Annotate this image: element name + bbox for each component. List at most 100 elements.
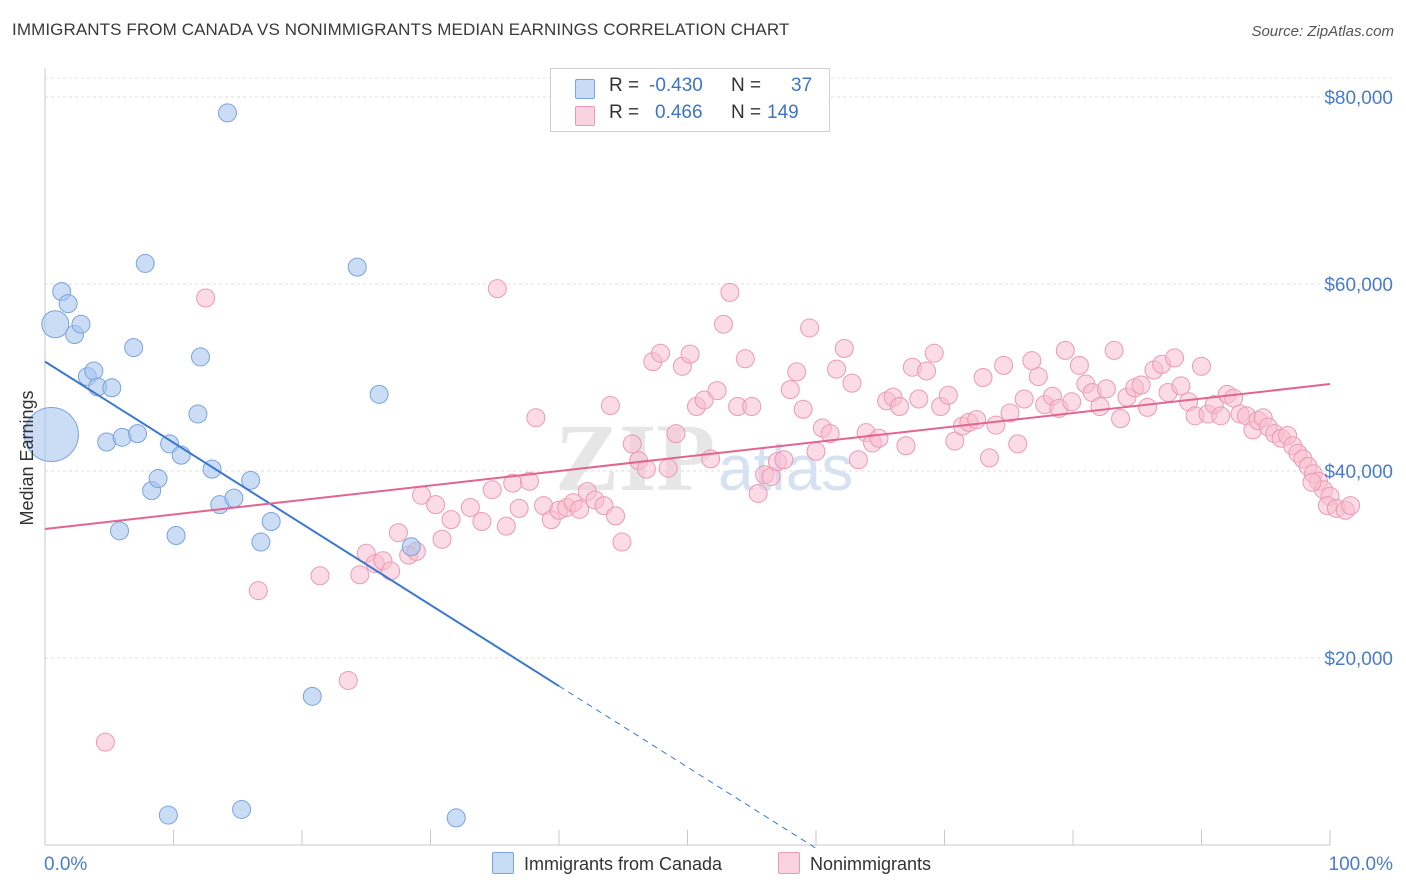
y-tick-label: $40,000 bbox=[1324, 462, 1393, 483]
bottom-legend-nonimmigrants: Nonimmigrants bbox=[778, 852, 931, 875]
immigrants-point bbox=[158, 805, 178, 825]
immigrants-point bbox=[251, 532, 271, 552]
y-tick-label: $20,000 bbox=[1324, 649, 1393, 670]
nonimmigrants-point bbox=[666, 424, 686, 444]
immigrants-point bbox=[124, 338, 144, 358]
y-axis-label: Median Earnings bbox=[17, 390, 37, 525]
nonimmigrants-point bbox=[735, 349, 755, 369]
nonimmigrants-point bbox=[432, 529, 452, 549]
tick-labels: $20,000 $40,000 $60,000 $80,000 0.0% 100.0% bbox=[44, 88, 1393, 875]
nonimmigrants-point bbox=[909, 389, 929, 409]
nonimmigrants-point bbox=[1165, 348, 1185, 368]
immigrants-trendline-extension bbox=[558, 685, 817, 849]
trendlines bbox=[44, 360, 1331, 849]
nonimmigrants-point bbox=[1224, 388, 1244, 408]
nonimmigrants-point bbox=[472, 511, 492, 531]
nonimmigrants-point bbox=[1171, 376, 1191, 396]
nonimmigrants-point bbox=[842, 373, 862, 393]
nonimmigrants-point bbox=[1302, 472, 1322, 492]
bottom-legend-swatch-pink bbox=[778, 852, 800, 874]
nonimmigrants-point bbox=[1014, 389, 1034, 409]
nonimmigrants-point bbox=[774, 450, 794, 470]
nonimmigrants-point bbox=[1131, 375, 1151, 395]
nonimmigrants-point bbox=[1028, 367, 1048, 387]
immigrants-point bbox=[190, 347, 210, 367]
immigrants-point bbox=[135, 253, 155, 273]
nonimmigrants-point bbox=[924, 343, 944, 363]
immigrants-point bbox=[110, 521, 130, 541]
nonimmigrants-point bbox=[1341, 496, 1361, 516]
immigrants-point bbox=[166, 526, 186, 546]
nonimmigrants-point bbox=[780, 380, 800, 400]
immigrants-point bbox=[369, 384, 389, 404]
immigrants-trendline bbox=[44, 360, 560, 687]
stats-legend: R = -0.430 N = 37 R = 0.466 N = 149 bbox=[550, 68, 830, 132]
immigrants-point bbox=[446, 808, 466, 828]
nonimmigrants-point bbox=[1008, 434, 1028, 454]
legend-r-value: 0.466 bbox=[655, 102, 703, 123]
nonimmigrants-point bbox=[636, 459, 656, 479]
legend-n-label: N = bbox=[731, 102, 762, 123]
immigrants-point bbox=[232, 799, 252, 819]
nonimmigrants-point bbox=[622, 434, 642, 454]
nonimmigrants-point bbox=[1104, 340, 1124, 360]
nonimmigrants-point bbox=[720, 282, 740, 302]
nonimmigrants-point bbox=[570, 499, 590, 519]
bottom-legend-label: Nonimmigrants bbox=[810, 854, 932, 874]
immigrants-point bbox=[128, 424, 148, 444]
legend-n-value: 149 bbox=[767, 102, 799, 123]
nonimmigrants-point bbox=[1069, 355, 1089, 375]
legend-r-label: R = bbox=[609, 75, 640, 96]
nonimmigrants-point bbox=[196, 288, 216, 308]
nonimmigrants-point bbox=[1111, 409, 1131, 429]
nonimmigrants-point bbox=[658, 458, 678, 478]
nonimmigrants-point bbox=[1138, 397, 1158, 417]
chart-title: IMMIGRANTS FROM CANADA VS NONIMMIGRANTS … bbox=[12, 20, 790, 39]
nonimmigrants-point bbox=[606, 506, 626, 526]
nonimmigrants-point bbox=[896, 436, 916, 456]
nonimmigrants-point bbox=[834, 339, 854, 359]
nonimmigrants-trendline bbox=[44, 383, 1331, 530]
nonimmigrants-point bbox=[869, 428, 889, 448]
nonimmigrants-point bbox=[713, 314, 733, 334]
x-tick-label: 100.0% bbox=[1329, 854, 1394, 875]
immigrants-point bbox=[347, 257, 367, 277]
nonimmigrants-point bbox=[1192, 356, 1211, 376]
nonimmigrants-point bbox=[487, 279, 507, 299]
immigrants-point bbox=[188, 404, 208, 424]
nonimmigrants-point bbox=[967, 410, 987, 430]
nonimmigrants-point bbox=[806, 441, 826, 461]
nonimmigrants-point bbox=[945, 431, 965, 451]
nonimmigrants-point bbox=[95, 732, 115, 752]
legend-n-value: 37 bbox=[791, 75, 813, 96]
nonimmigrants-point bbox=[707, 381, 727, 401]
nonimmigrants-point bbox=[426, 495, 446, 515]
legend-n-label: N = bbox=[731, 75, 762, 96]
immigrants-from-canada-points bbox=[23, 103, 466, 828]
nonimmigrants-point bbox=[827, 359, 847, 379]
nonimmigrants-point bbox=[1055, 340, 1075, 360]
nonimmigrants-point bbox=[350, 565, 370, 585]
immigrants-point bbox=[261, 511, 281, 531]
immigrants-point bbox=[302, 686, 322, 706]
nonimmigrants-point bbox=[1000, 403, 1020, 423]
nonimmigrants-point bbox=[680, 344, 700, 364]
nonimmigrants-point bbox=[917, 361, 937, 381]
immigrants-point bbox=[71, 314, 91, 334]
nonimmigrants-point bbox=[338, 670, 358, 690]
nonimmigrants-point bbox=[509, 498, 529, 518]
nonimmigrants-point bbox=[651, 343, 671, 363]
nonimmigrants-point bbox=[994, 355, 1014, 375]
nonimmigrants-point bbox=[496, 516, 516, 536]
bottom-legend-swatch-blue bbox=[492, 852, 514, 874]
nonimmigrants-point bbox=[787, 362, 807, 382]
nonimmigrants-point bbox=[519, 471, 539, 491]
nonimmigrants-point bbox=[526, 408, 546, 428]
immigrants-point bbox=[58, 294, 78, 314]
nonimmigrants-point bbox=[742, 396, 762, 416]
nonimmigrants-point bbox=[600, 396, 620, 416]
nonimmigrants-points bbox=[95, 279, 1361, 752]
legend-r-label: R = bbox=[609, 102, 640, 123]
nonimmigrants-point bbox=[938, 385, 958, 405]
